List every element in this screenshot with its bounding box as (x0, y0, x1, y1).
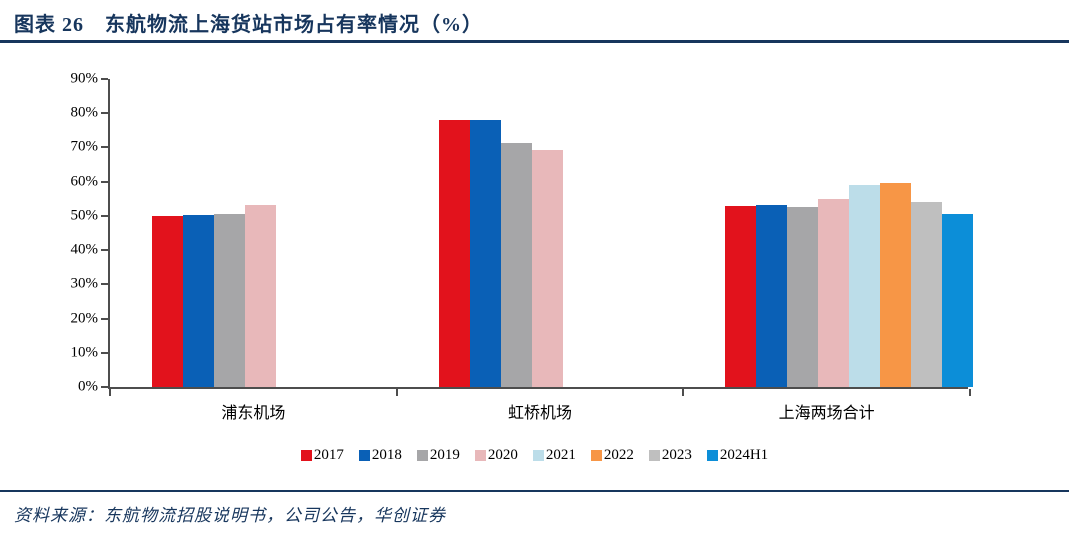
legend-swatch-icon (648, 450, 660, 461)
bar-chart: 0% 10% 20% 30% 40% 50% 60% 70% 80% 90% 浦东机场 虹桥机场 上海两… (0, 60, 1069, 480)
x-axis-tick-mark (109, 389, 111, 396)
legend-item-2022: 2022 (590, 447, 634, 463)
bar-2018 (183, 214, 214, 387)
bar-2018 (756, 204, 788, 387)
y-axis-tick-mark (101, 351, 108, 354)
y-axis-tick-label: 20% (70, 310, 99, 327)
bar-2018 (469, 120, 501, 387)
y-axis-tick-label: 0% (78, 378, 98, 395)
y-axis-tick-label: 30% (70, 275, 99, 292)
legend-swatch-icon (358, 450, 370, 461)
category-label: 上海两场合计 (778, 405, 875, 422)
legend-swatch-icon (532, 450, 544, 461)
y-axis-tick-mark (101, 180, 108, 183)
legend-item-2021: 2021 (532, 447, 576, 463)
category-label: 浦东机场 (221, 405, 286, 422)
bar-2019 (787, 206, 819, 387)
bar-2017 (438, 119, 470, 387)
legend-label: 2022 (603, 447, 634, 463)
y-axis-tick-label: 90% (70, 70, 99, 87)
legend-label: 2024H1 (719, 447, 769, 463)
category-group: 浦东机场 (110, 79, 397, 422)
legend-label: 2020 (487, 447, 518, 463)
bar-2017 (725, 205, 757, 387)
y-axis-tick-mark (101, 386, 108, 388)
y-axis-tick-mark (101, 214, 108, 217)
bar-2019 (500, 143, 532, 387)
legend-label: 2019 (429, 447, 460, 463)
y-axis-tick-label: 40% (70, 241, 99, 258)
bar-2021 (849, 185, 881, 387)
legend-swatch-icon (300, 450, 312, 461)
legend-item-2023: 2023 (648, 447, 692, 463)
bar-2020 (531, 150, 563, 387)
title-divider-line (0, 40, 1069, 43)
footer-divider-line (0, 490, 1069, 492)
bar-2020 (245, 204, 276, 387)
bar-2024H1 (942, 213, 974, 387)
y-axis-tick-mark (101, 283, 108, 286)
category-label: 虹桥机场 (507, 405, 572, 422)
bar-2020 (818, 199, 850, 387)
y-axis-tick-mark (101, 317, 108, 320)
y-axis-tick-label: 60% (70, 173, 99, 190)
legend: 2017 2018 2019 2020 2021 2022 2023 2024H1 (0, 448, 1069, 463)
y-axis-tick-mark (101, 112, 108, 115)
legend-item-2020: 2020 (474, 447, 518, 463)
chart-title: 图表 26 东航物流上海货站市场占有率情况（%） (14, 14, 483, 36)
legend-item-2019: 2019 (416, 447, 460, 463)
bar-2017 (152, 215, 183, 387)
legend-label: 2023 (661, 447, 692, 463)
legend-swatch-icon (474, 450, 486, 461)
y-axis-tick-mark (101, 249, 108, 252)
legend-swatch-icon (416, 450, 428, 461)
y-axis-tick-mark (101, 78, 108, 80)
x-axis-tick-mark (682, 389, 685, 396)
y-axis-tick-label: 50% (70, 207, 99, 224)
y-axis-tick-mark (101, 146, 108, 149)
plot-area: 0% 10% 20% 30% 40% 50% 60% 70% 80% 90% 浦东机场 虹桥机场 上海两… (71, 71, 974, 422)
legend-item-2018: 2018 (358, 447, 402, 463)
legend-label: 2021 (545, 447, 576, 463)
category-group: 上海两场合计 (683, 79, 974, 422)
y-axis-tick-label: 10% (70, 344, 99, 361)
legend-label: 2018 (371, 447, 402, 463)
source-text: 资料来源：东航物流招股说明书，公司公告，华创证券 (14, 506, 446, 525)
bar-2023 (911, 202, 943, 387)
bar-2022 (880, 183, 912, 387)
y-axis-tick-label: 70% (70, 138, 99, 155)
x-axis-tick-mark (969, 389, 971, 396)
legend-swatch-icon (706, 450, 718, 461)
legend-item-2024H1: 2024H1 (706, 447, 769, 463)
legend-label: 2017 (313, 447, 344, 463)
bar-2019 (214, 213, 245, 387)
x-axis-tick-mark (395, 389, 398, 396)
category-group: 虹桥机场 (397, 79, 684, 422)
legend-swatch-icon (590, 450, 602, 461)
y-axis-tick-label: 80% (70, 104, 99, 121)
legend-item-2017: 2017 (300, 447, 344, 463)
